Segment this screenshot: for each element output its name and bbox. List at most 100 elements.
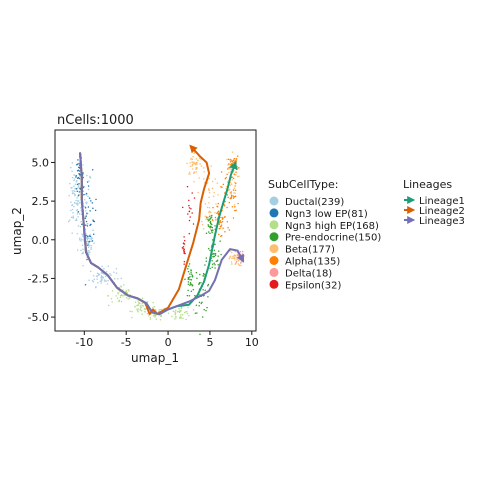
data-point [200,165,203,167]
data-point [232,177,235,180]
data-point [197,191,199,194]
data-point [77,204,79,206]
data-point [136,308,138,310]
data-point [208,196,210,199]
data-point [211,259,213,262]
data-point [189,162,191,164]
data-point [80,239,82,242]
data-point [221,220,224,223]
data-point [85,220,88,223]
data-point [187,281,190,283]
data-point [107,265,109,267]
data-point [158,309,161,311]
data-point [193,162,195,165]
data-point [85,202,88,205]
data-point [139,305,142,307]
data-point [101,265,104,268]
data-point [206,206,209,209]
data-point [73,179,75,182]
data-point [196,277,198,280]
data-point [226,181,229,183]
data-point [76,177,79,180]
data-point [87,244,89,246]
data-point [149,318,152,320]
data-point [89,270,92,273]
data-point [76,190,79,192]
data-point [241,253,244,255]
data-point [238,175,240,177]
data-point [89,175,91,178]
data-point [224,177,227,180]
data-point [234,254,236,257]
data-point [199,163,201,165]
data-point [192,223,195,225]
data-point [214,254,217,257]
data-point [87,252,90,254]
data-point [77,159,79,161]
y-axis-label: umap_2 [10,207,24,255]
data-point [192,309,195,311]
data-point [75,188,78,190]
legend-swatch [269,220,279,230]
data-point [234,192,236,194]
data-point [227,164,229,166]
data-point [192,155,194,158]
data-point [79,225,82,228]
data-point [226,220,229,223]
data-point [180,309,182,312]
data-point [234,209,236,212]
data-point [187,270,190,273]
data-point [235,174,237,176]
data-point [190,207,192,210]
data-point [117,291,119,294]
data-point [203,273,205,276]
data-point [216,206,219,208]
data-point [235,171,237,173]
data-point [213,253,216,255]
data-point [85,214,88,216]
data-point [77,184,80,187]
data-point [230,196,233,199]
data-point [191,192,193,194]
data-point [234,259,236,261]
data-point [185,318,187,321]
data-point [104,275,107,278]
data-point [209,220,212,223]
data-point [67,220,70,223]
data-point [209,228,212,231]
data-point [81,244,84,247]
lineage-curves [79,144,245,315]
y-tick-label: -2.5 [28,272,49,285]
data-point [191,212,193,214]
data-point [120,285,122,288]
data-point [68,219,71,221]
data-point [74,183,77,185]
data-point [196,312,198,314]
data-point [70,216,73,219]
data-point [90,245,93,247]
data-point [84,207,87,209]
data-point [220,171,223,173]
data-point [73,190,75,192]
data-point [119,290,121,293]
data-point [180,317,183,319]
data-point [78,170,81,172]
data-point [213,191,215,194]
data-point [77,186,80,188]
data-point [209,226,211,229]
data-point [229,181,232,184]
data-point [186,294,189,297]
data-point [216,182,219,184]
data-point [228,229,231,231]
data-point [71,232,73,234]
data-point [209,249,211,251]
data-point [123,294,125,296]
data-point [218,227,221,230]
data-point [230,183,233,185]
data-point [148,315,150,317]
data-point [202,288,204,291]
data-point [225,176,227,179]
data-point [207,216,210,218]
data-point [88,253,90,256]
data-point [204,289,206,292]
